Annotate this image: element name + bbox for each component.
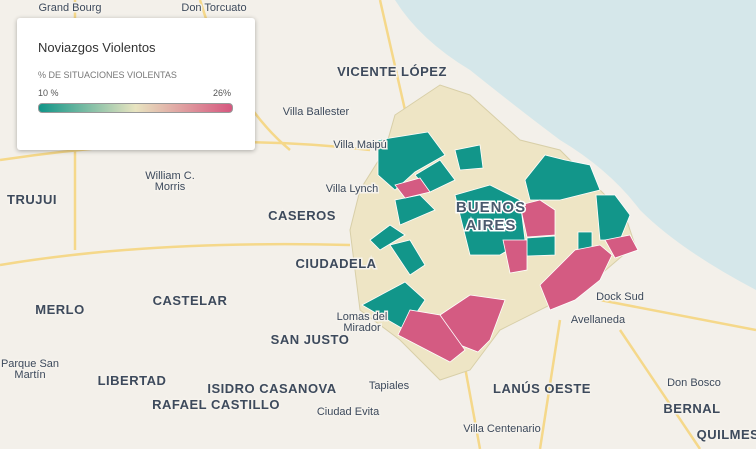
water bbox=[395, 0, 756, 290]
place-label-line: BUENOS bbox=[456, 199, 526, 216]
place-label: Grand Bourg bbox=[39, 2, 102, 14]
legend-max: 26% bbox=[212, 88, 231, 98]
legend-subtitle: % DE SITUACIONES VIOLENTAS bbox=[38, 70, 177, 80]
place-label: Parque San Martín bbox=[1, 358, 59, 381]
place-label: TRUJUI bbox=[7, 192, 57, 207]
place-label: BERNAL bbox=[663, 401, 720, 416]
place-label: CASEROS bbox=[268, 208, 336, 223]
place-label-line: CASTELAR bbox=[153, 293, 228, 308]
teal-areas bbox=[361, 131, 631, 331]
place-label-line: Don Torcuato bbox=[181, 2, 246, 14]
place-label: Don Bosco bbox=[667, 377, 721, 389]
place-label-line: AIRES bbox=[466, 217, 517, 234]
place-label: William C. Morris bbox=[145, 170, 195, 193]
place-label: Dock Sud bbox=[596, 291, 644, 303]
place-label-line: MERLO bbox=[35, 302, 84, 317]
place-label-line: Villa Centenario bbox=[463, 423, 540, 435]
place-label: Villa Ballester bbox=[283, 106, 350, 118]
place-label: Ciudad Evita bbox=[317, 406, 380, 418]
place-label: Villa Maipú bbox=[333, 139, 387, 151]
legend-min: 10 % bbox=[38, 88, 59, 98]
pink-areas bbox=[394, 177, 639, 363]
place-label-line: Lomas del bbox=[337, 311, 388, 323]
place-label-line: LIBERTAD bbox=[98, 373, 167, 388]
place-label-line: CIUDADELA bbox=[295, 256, 376, 271]
place-label-line: ISIDRO CASANOVA bbox=[207, 381, 336, 396]
place-label-line: Villa Ballester bbox=[283, 106, 350, 118]
place-label: Lomas del Mirador bbox=[337, 311, 388, 334]
place-label-line: TRUJUI bbox=[7, 192, 57, 207]
place-label-line: Dock Sud bbox=[596, 291, 644, 303]
place-label: RAFAEL CASTILLO bbox=[152, 397, 280, 412]
legend: Noviazgos Violentos % DE SITUACIONES VIO… bbox=[17, 18, 255, 150]
legend-title: Noviazgos Violentos bbox=[38, 40, 156, 55]
color-scale bbox=[38, 103, 233, 113]
place-label-line: RAFAEL CASTILLO bbox=[152, 397, 280, 412]
place-label: LANÚS OESTE bbox=[493, 381, 591, 396]
place-label-line: BERNAL bbox=[663, 401, 720, 416]
place-label: Villa Lynch bbox=[326, 183, 379, 195]
place-label: CASTELAR bbox=[153, 293, 228, 308]
place-label-line: Martín bbox=[14, 369, 45, 381]
place-label-line: William C. bbox=[145, 170, 195, 182]
place-label-line: Grand Bourg bbox=[39, 2, 102, 14]
place-label-line: VICENTE LÓPEZ bbox=[337, 64, 447, 79]
place-label-line: Mirador bbox=[343, 322, 381, 334]
place-label-line: Villa Maipú bbox=[333, 139, 387, 151]
place-label-line: CASEROS bbox=[268, 208, 336, 223]
place-label: SAN JUSTO bbox=[271, 332, 350, 347]
place-label: Don Torcuato bbox=[181, 2, 246, 14]
place-label-line: LANÚS OESTE bbox=[493, 381, 591, 396]
place-label: Tapiales bbox=[369, 380, 410, 392]
place-label-line: SAN JUSTO bbox=[271, 332, 350, 347]
place-label-line: Tapiales bbox=[369, 380, 410, 392]
place-label-line: QUILMES bbox=[697, 427, 756, 442]
place-label-line: Don Bosco bbox=[667, 377, 721, 389]
place-label: ISIDRO CASANOVA bbox=[207, 381, 336, 396]
place-label-line: Avellaneda bbox=[571, 314, 626, 326]
place-label: VICENTE LÓPEZ bbox=[337, 64, 447, 79]
place-label-line: Villa Lynch bbox=[326, 183, 379, 195]
place-label: CIUDADELA bbox=[295, 256, 376, 271]
place-label: Avellaneda bbox=[571, 314, 626, 326]
place-label-line: Ciudad Evita bbox=[317, 406, 380, 418]
place-label: Villa Centenario bbox=[463, 423, 540, 435]
place-label: QUILMES bbox=[697, 427, 756, 442]
place-label: MERLO bbox=[35, 302, 84, 317]
place-label: LIBERTAD bbox=[98, 373, 167, 388]
place-label: BUENOS AIRES bbox=[456, 199, 526, 234]
place-label-line: Parque San bbox=[1, 358, 59, 370]
place-label-line: Morris bbox=[155, 181, 186, 193]
